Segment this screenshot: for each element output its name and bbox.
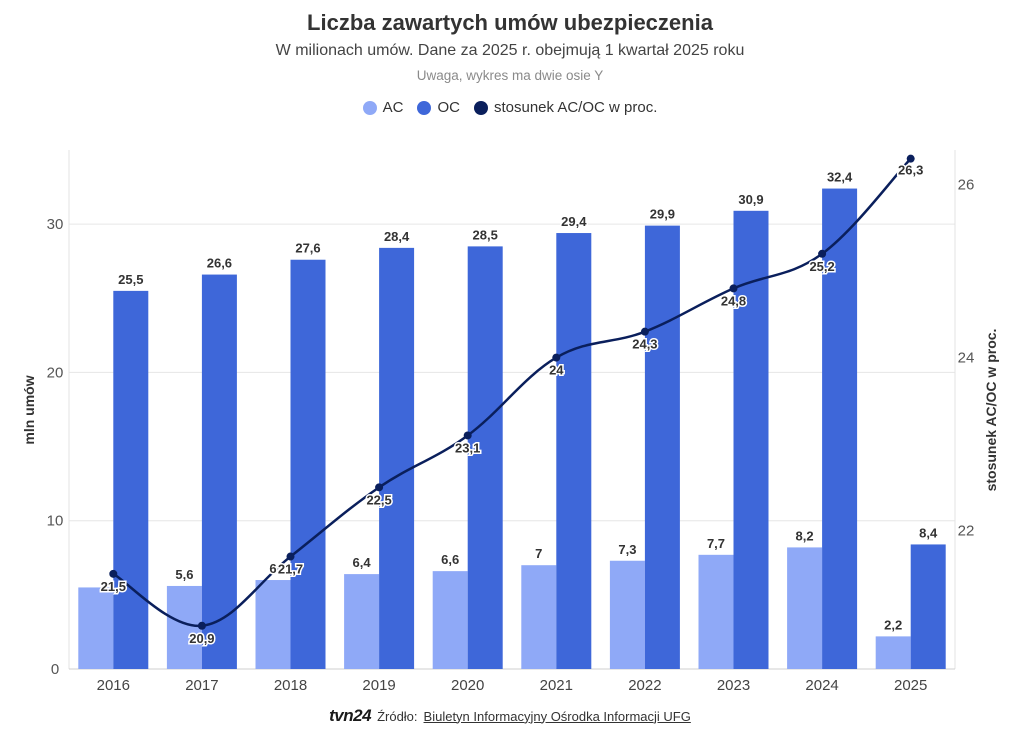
- bar-oc-label: 8,4: [919, 525, 938, 540]
- bar-oc: [644, 225, 680, 669]
- bar-ac-label: 7,7: [707, 536, 725, 551]
- ratio-point: [818, 249, 827, 258]
- bar-ac: [787, 547, 823, 669]
- y-tick-label-left: 0: [51, 661, 59, 678]
- legend-item-oc[interactable]: OC: [417, 99, 460, 116]
- bar-oc: [556, 233, 592, 670]
- y-tick-label-right: 26: [958, 177, 975, 194]
- legend-item-ac[interactable]: AC: [362, 99, 404, 116]
- bar-ac-label: 8,2: [796, 528, 814, 543]
- bar-oc: [910, 544, 946, 669]
- bar-oc-label: 29,4: [561, 214, 587, 229]
- ratio-point: [906, 154, 915, 163]
- legend-ac-marker: [362, 100, 377, 115]
- bar-ac: [521, 565, 557, 669]
- x-tick-label: 2024: [805, 677, 838, 694]
- bar-oc: [822, 188, 858, 669]
- bar-oc-label: 28,4: [384, 229, 410, 244]
- x-tick-label: 2017: [185, 677, 218, 694]
- bar-ac-label: 6,6: [441, 552, 459, 567]
- bar-ac-label: 5,6: [175, 567, 193, 582]
- y-tick-label-left: 10: [47, 513, 64, 530]
- ratio-label: 24,8: [721, 293, 746, 308]
- ratio-point: [375, 483, 384, 492]
- bar-ac: [609, 560, 645, 669]
- ratio-label: 23,1: [455, 440, 480, 455]
- bar-ac: [698, 554, 734, 669]
- bar-oc: [201, 274, 237, 669]
- x-tick-label: 2025: [894, 677, 927, 694]
- x-tick-label: 2021: [540, 677, 573, 694]
- bar-oc-label: 27,6: [295, 241, 320, 256]
- x-tick-label: 2022: [628, 677, 661, 694]
- ratio-label: 21,7: [278, 562, 303, 577]
- ratio-label: 26,3: [898, 163, 923, 178]
- y-tick-label-right: 22: [958, 523, 975, 540]
- ratio-label: 22,5: [366, 492, 391, 507]
- chart-title: Liczba zawartych umów ubezpieczenia: [307, 10, 713, 35]
- ratio-point: [197, 621, 206, 630]
- y-tick-label-left: 20: [47, 364, 64, 381]
- bar-ac-label: 7: [535, 546, 542, 561]
- ratio-line: [112, 157, 912, 628]
- ratio-point: [286, 552, 295, 561]
- source-link[interactable]: Biuletyn Informacyjny Ośrodka Informacji…: [423, 708, 691, 724]
- bar-ac: [344, 574, 380, 669]
- bar-ac-label: 7,3: [618, 542, 636, 557]
- bar-ac-label: 6,4: [353, 555, 372, 570]
- y-tick-label-right: 24: [958, 350, 975, 367]
- y-tick-label-left: 30: [47, 216, 64, 233]
- bar-oc: [290, 259, 326, 669]
- ratio-label: 24: [549, 363, 564, 378]
- ratio-label: 25,2: [809, 259, 834, 274]
- bar-ac: [255, 580, 291, 669]
- bar-ac: [78, 587, 114, 669]
- bar-oc-label: 30,9: [738, 192, 763, 207]
- y-axis-title-left: mln umów: [21, 375, 37, 444]
- y-axis-title-right: stosunek AC/OC w proc.: [983, 329, 999, 492]
- x-tick-label: 2020: [451, 677, 484, 694]
- bar-oc: [467, 246, 503, 669]
- brand-logo: tvn24: [329, 706, 372, 725]
- ratio-label: 24,3: [632, 337, 657, 352]
- bar-oc-label: 28,5: [473, 227, 498, 242]
- legend-ratio-marker: [473, 100, 488, 115]
- ratio-point: [109, 569, 118, 578]
- bar-oc-label: 29,9: [650, 207, 675, 222]
- bar-oc: [113, 290, 149, 669]
- ratio-point: [552, 353, 561, 362]
- legend-item-ratio[interactable]: stosunek AC/OC w proc.: [473, 99, 658, 116]
- ratio-point: [640, 327, 649, 336]
- bar-ac: [166, 585, 202, 669]
- chart-subtitle: W milionach umów. Dane za 2025 r. obejmu…: [275, 42, 745, 59]
- bar-oc: [379, 247, 415, 669]
- x-tick-label: 2019: [362, 677, 395, 694]
- legend-oc-marker: [417, 100, 432, 115]
- bar-ac-label: 6: [269, 561, 276, 576]
- x-tick-label: 2016: [97, 677, 130, 694]
- bar-ac: [432, 571, 468, 669]
- bar-oc-label: 25,5: [118, 272, 143, 287]
- ratio-label: 21,5: [101, 579, 126, 594]
- x-tick-label: 2018: [274, 677, 307, 694]
- legend-ratio-label: stosunek AC/OC w proc.: [493, 99, 658, 116]
- chart-note: Uwaga, wykres ma dwie osie Y: [416, 68, 604, 83]
- ratio-point: [729, 284, 738, 293]
- bar-oc-label: 26,6: [207, 256, 232, 271]
- bar-oc-label: 32,4: [827, 170, 853, 185]
- bar-ac-label: 2,2: [884, 617, 902, 632]
- legend-ac-label: AC: [382, 99, 404, 116]
- ratio-label: 20,9: [189, 631, 214, 646]
- chart-legend: AC OC stosunek AC/OC w proc.: [0, 99, 1020, 116]
- x-tick-label: 2023: [717, 677, 750, 694]
- legend-oc-label: OC: [437, 99, 460, 116]
- ratio-point: [463, 431, 472, 440]
- footer: tvn24 Źródło: Biuletyn Informacyjny Ośro…: [0, 706, 1020, 726]
- bar-ac: [875, 636, 911, 669]
- source-label: Źródło:: [377, 708, 418, 724]
